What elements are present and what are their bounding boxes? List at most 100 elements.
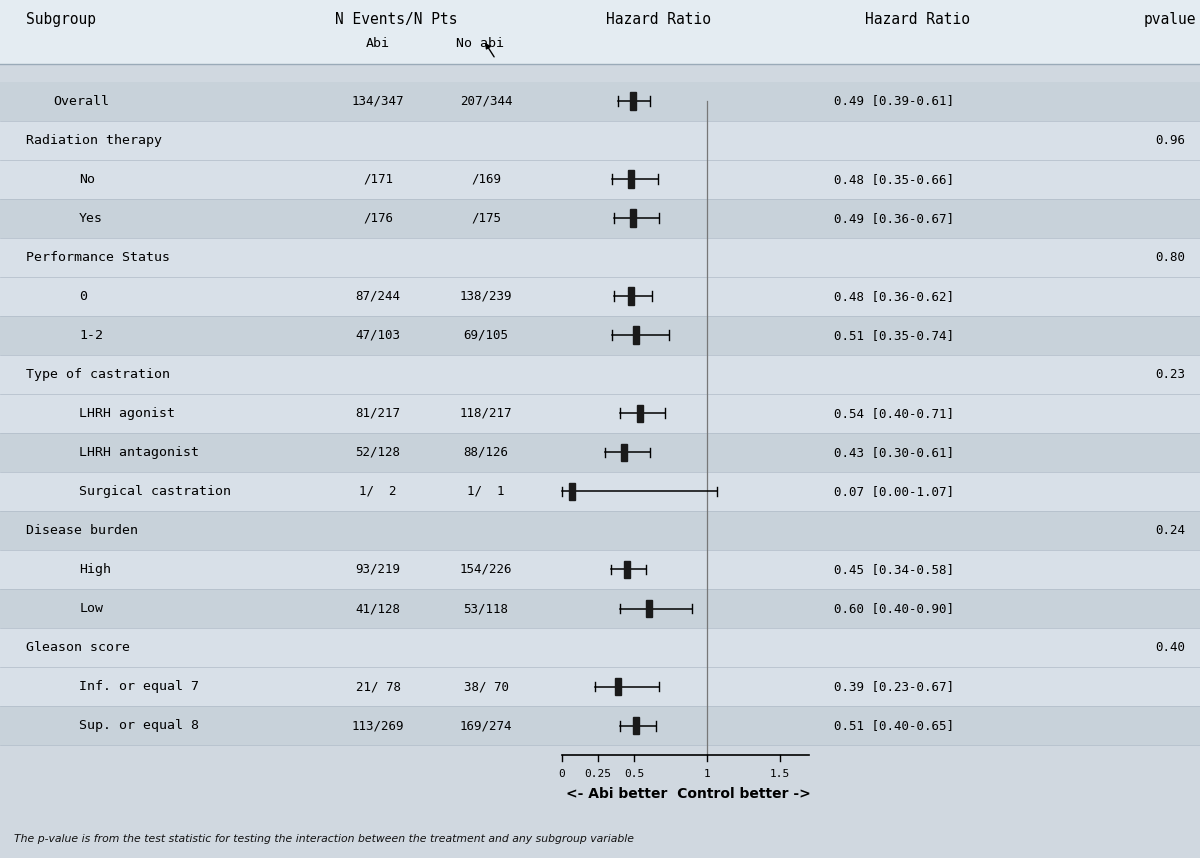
Text: N Events/N Pts: N Events/N Pts xyxy=(335,12,457,27)
Text: Abi: Abi xyxy=(366,37,390,51)
Text: 52/128: 52/128 xyxy=(355,446,401,459)
Text: /176: /176 xyxy=(364,212,394,225)
Text: Surgical castration: Surgical castration xyxy=(79,485,232,498)
Text: 1-2: 1-2 xyxy=(79,329,103,341)
Bar xyxy=(632,327,638,344)
Text: /169: /169 xyxy=(472,172,502,185)
Text: 93/219: 93/219 xyxy=(355,563,401,576)
Text: No: No xyxy=(79,172,95,185)
Text: Gleason score: Gleason score xyxy=(26,641,131,654)
Text: Hazard Ratio: Hazard Ratio xyxy=(606,12,710,27)
Text: 0.48 [0.36-0.62]: 0.48 [0.36-0.62] xyxy=(834,290,954,303)
Text: pvalue: pvalue xyxy=(1144,12,1196,27)
Text: 0.49 [0.39-0.61]: 0.49 [0.39-0.61] xyxy=(834,94,954,107)
Text: 169/274: 169/274 xyxy=(460,719,512,732)
Text: 1/  2: 1/ 2 xyxy=(359,485,397,498)
Bar xyxy=(630,93,636,110)
Text: Low: Low xyxy=(79,602,103,615)
Text: /175: /175 xyxy=(472,212,502,225)
Text: Type of castration: Type of castration xyxy=(26,368,170,381)
Text: 41/128: 41/128 xyxy=(355,602,401,615)
Bar xyxy=(624,561,630,578)
Bar xyxy=(637,405,643,422)
Text: Performance Status: Performance Status xyxy=(26,251,170,263)
Text: LHRH antagonist: LHRH antagonist xyxy=(79,446,199,459)
Bar xyxy=(0,276,1200,316)
Text: Disease burden: Disease burden xyxy=(26,524,138,537)
Text: 69/105: 69/105 xyxy=(463,329,509,341)
Text: 1: 1 xyxy=(703,769,710,779)
Text: High: High xyxy=(79,563,112,576)
Text: 0.39 [0.23-0.67]: 0.39 [0.23-0.67] xyxy=(834,680,954,693)
Bar xyxy=(0,394,1200,432)
Bar xyxy=(0,668,1200,706)
Text: 0: 0 xyxy=(79,290,88,303)
Bar xyxy=(629,287,635,305)
Bar xyxy=(632,717,638,734)
Text: 0.49 [0.36-0.67]: 0.49 [0.36-0.67] xyxy=(834,212,954,225)
Bar xyxy=(0,0,1200,64)
Text: 0.23: 0.23 xyxy=(1154,368,1186,381)
Bar xyxy=(646,600,652,617)
Text: 1.5: 1.5 xyxy=(769,769,790,779)
Text: Subgroup: Subgroup xyxy=(26,12,96,27)
Text: 81/217: 81/217 xyxy=(355,407,401,420)
Text: Hazard Ratio: Hazard Ratio xyxy=(865,12,971,27)
Text: Yes: Yes xyxy=(79,212,103,225)
Text: 0.07 [0.00-1.07]: 0.07 [0.00-1.07] xyxy=(834,485,954,498)
Text: Sup. or equal 8: Sup. or equal 8 xyxy=(79,719,199,732)
Text: 0.24: 0.24 xyxy=(1154,524,1186,537)
Text: 0.51 [0.35-0.74]: 0.51 [0.35-0.74] xyxy=(834,329,954,341)
Text: 0.96: 0.96 xyxy=(1154,134,1186,147)
Text: No abi: No abi xyxy=(456,37,504,51)
Bar xyxy=(0,550,1200,589)
Bar xyxy=(0,160,1200,198)
Text: 134/347: 134/347 xyxy=(352,94,404,107)
Text: 88/126: 88/126 xyxy=(463,446,509,459)
Text: 118/217: 118/217 xyxy=(460,407,512,420)
Text: /171: /171 xyxy=(364,172,394,185)
Bar xyxy=(616,678,622,695)
Text: 0.25: 0.25 xyxy=(584,769,612,779)
Bar xyxy=(0,82,1200,120)
Bar xyxy=(569,483,575,500)
Bar xyxy=(0,238,1200,276)
Bar xyxy=(0,355,1200,394)
Text: 47/103: 47/103 xyxy=(355,329,401,341)
Text: Overall: Overall xyxy=(53,94,109,107)
Text: LHRH agonist: LHRH agonist xyxy=(79,407,175,420)
Bar xyxy=(0,706,1200,745)
Bar xyxy=(0,432,1200,472)
Bar xyxy=(0,472,1200,511)
Text: 0.43 [0.30-0.61]: 0.43 [0.30-0.61] xyxy=(834,446,954,459)
Bar xyxy=(630,209,636,227)
Text: 138/239: 138/239 xyxy=(460,290,512,303)
Bar xyxy=(629,171,635,188)
Text: 0.54 [0.40-0.71]: 0.54 [0.40-0.71] xyxy=(834,407,954,420)
Bar xyxy=(0,316,1200,355)
Text: 113/269: 113/269 xyxy=(352,719,404,732)
Text: 0.5: 0.5 xyxy=(624,769,644,779)
Text: 207/344: 207/344 xyxy=(460,94,512,107)
Text: The p-value is from the test statistic for testing the interaction between the t: The p-value is from the test statistic f… xyxy=(14,834,635,844)
Text: Radiation therapy: Radiation therapy xyxy=(26,134,162,147)
Text: 0: 0 xyxy=(558,769,565,779)
Bar xyxy=(0,199,1200,238)
Text: 53/118: 53/118 xyxy=(463,602,509,615)
Bar xyxy=(0,511,1200,550)
Text: 38/ 70: 38/ 70 xyxy=(463,680,509,693)
Text: 21/ 78: 21/ 78 xyxy=(355,680,401,693)
Text: 0.80: 0.80 xyxy=(1154,251,1186,263)
Bar xyxy=(0,628,1200,668)
Text: 87/244: 87/244 xyxy=(355,290,401,303)
Text: 0.40: 0.40 xyxy=(1154,641,1186,654)
Text: Inf. or equal 7: Inf. or equal 7 xyxy=(79,680,199,693)
Text: 0.45 [0.34-0.58]: 0.45 [0.34-0.58] xyxy=(834,563,954,576)
Bar xyxy=(0,120,1200,160)
Text: 0.48 [0.35-0.66]: 0.48 [0.35-0.66] xyxy=(834,172,954,185)
Text: 0.51 [0.40-0.65]: 0.51 [0.40-0.65] xyxy=(834,719,954,732)
Text: 0.60 [0.40-0.90]: 0.60 [0.40-0.90] xyxy=(834,602,954,615)
Text: <- Abi better  Control better ->: <- Abi better Control better -> xyxy=(566,788,811,801)
Text: 1/  1: 1/ 1 xyxy=(467,485,505,498)
Bar xyxy=(622,444,628,461)
